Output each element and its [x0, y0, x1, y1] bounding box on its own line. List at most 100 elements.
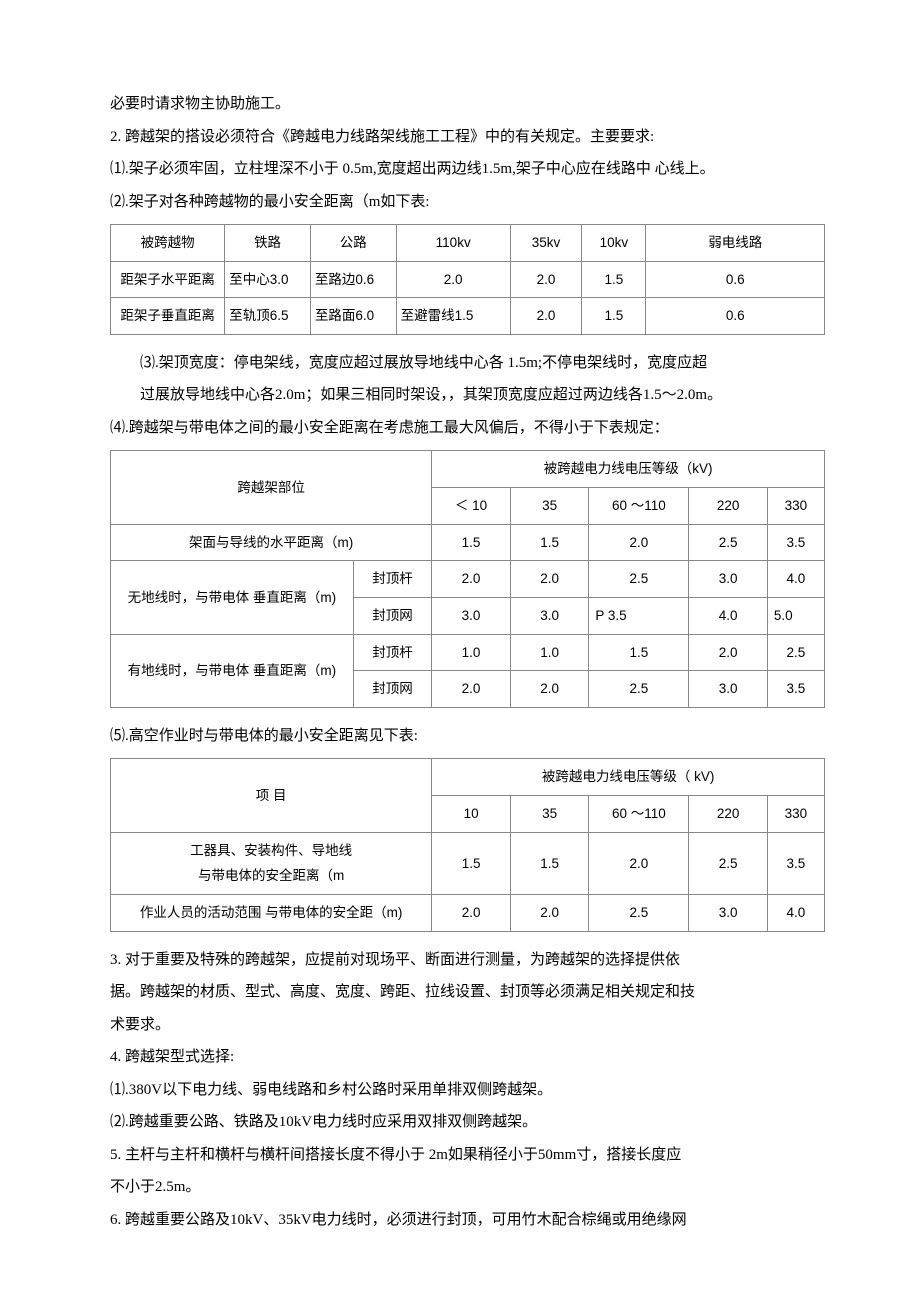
cell: 工器具、安装构件、导地线 与带电体的安全距离（m — [111, 832, 432, 894]
cell: 4.0 — [767, 894, 824, 931]
para-owner-assist: 必要时请求物主协助施工。 — [110, 90, 825, 119]
cell: 2.0 — [432, 561, 511, 598]
cell: 2.5 — [589, 561, 689, 598]
cell: 0.6 — [646, 298, 825, 335]
cell: 2.5 — [767, 634, 824, 671]
th: 220 — [689, 796, 768, 833]
para-2-5: ⑸.高空作业时与带电体的最小安全距离见下表: — [110, 722, 825, 751]
cell: 距架子水平距离 — [111, 261, 225, 298]
para-4-2: ⑵.跨越重要公路、铁路及10kV电力线时应采用双排双侧跨越架。 — [110, 1108, 825, 1137]
table-row: 作业人员的活动范围 与带电体的安全距（m) 2.0 2.0 2.5 3.0 4.… — [111, 894, 825, 931]
cell: 5.0 — [767, 597, 824, 634]
cell: 3.0 — [689, 894, 768, 931]
th: 35 — [510, 796, 589, 833]
cell: 0.6 — [646, 261, 825, 298]
table-live-distance: 跨越架部位 被跨越电力线电压等级（kV) ＜ 10 35 60 ～110 220… — [110, 450, 825, 707]
th: 330 — [767, 796, 824, 833]
cell: 1.5 — [432, 832, 511, 894]
cell: 1.0 — [510, 634, 589, 671]
cell-line1: 工器具、安装构件、导地线 — [190, 843, 352, 858]
cell: 至轨顶6.5 — [225, 298, 311, 335]
cell: 2.0 — [589, 524, 689, 561]
cell: 有地线时，与带电体 垂直距离（m) — [111, 634, 354, 707]
para-4-1: ⑴.380V以下电力线、弱电线路和乡村公路时采用单排双侧跨越架。 — [110, 1076, 825, 1105]
cell: 1.5 — [589, 634, 689, 671]
table-row: 跨越架部位 被跨越电力线电压等级（kV) — [111, 451, 825, 488]
cell: 3.0 — [510, 597, 589, 634]
cell: 无地线时，与带电体 垂直距离（m) — [111, 561, 354, 634]
cell: 3.0 — [689, 671, 768, 708]
cell: 2.0 — [510, 298, 581, 335]
para-6: 6. 跨越重要公路及10kV、35kV电力线时，必须进行封顶，可用竹木配合棕绳或… — [110, 1206, 825, 1235]
cell: 封顶网 — [353, 597, 432, 634]
cell: 2.0 — [510, 261, 581, 298]
cell: 4.0 — [767, 561, 824, 598]
cell: 2.0 — [432, 894, 511, 931]
para-5b: 不小于2.5m。 — [110, 1173, 825, 1202]
cell: 至路面6.0 — [310, 298, 396, 335]
th: 60 ～110 — [589, 488, 689, 525]
table-crossing-distance: 被跨越物 铁路 公路 110kv 35kv 10kv 弱电线路 距架子水平距离 … — [110, 224, 825, 335]
para-3b: 据。跨越架的材质、型式、高度、宽度、跨距、拉线设置、封顶等必须满足相关规定和技 — [110, 978, 825, 1007]
cell: 封顶杆 — [353, 634, 432, 671]
th: 220 — [689, 488, 768, 525]
cell: 3.5 — [767, 524, 824, 561]
para-2-4: ⑷.跨越架与带电体之间的最小安全距离在考虑施工最大风偏后，不得小于下表规定： — [110, 414, 825, 443]
cell: 1.5 — [510, 832, 589, 894]
cell: 3.0 — [689, 561, 768, 598]
cell: 2.5 — [689, 524, 768, 561]
cell: 1.5 — [582, 261, 646, 298]
th: 35 — [510, 488, 589, 525]
cell: 2.5 — [589, 671, 689, 708]
para-2-2: ⑵.架子对各种跨越物的最小安全距离（m如下表: — [110, 188, 825, 217]
cell: 2.0 — [510, 671, 589, 708]
table-row: 项 目 被跨越电力线电压等级（ kV) — [111, 759, 825, 796]
th: 35kv — [510, 225, 581, 262]
cell: 2.5 — [689, 832, 768, 894]
table-row: 架面与导线的水平距离（m) 1.5 1.5 2.0 2.5 3.5 — [111, 524, 825, 561]
cell: 至路边0.6 — [310, 261, 396, 298]
cell: 2.0 — [396, 261, 510, 298]
table-row: 有地线时，与带电体 垂直距离（m) 封顶杆 1.0 1.0 1.5 2.0 2.… — [111, 634, 825, 671]
para-2-intro: 2. 跨越架的搭设必须符合《跨越电力线路架线施工工程》中的有关规定。主要要求: — [110, 123, 825, 152]
th: 公路 — [310, 225, 396, 262]
th-voltage-group: 被跨越电力线电压等级（ kV) — [432, 759, 825, 796]
cell: 1.5 — [510, 524, 589, 561]
cell: 2.0 — [510, 894, 589, 931]
table-aerial-distance: 项 目 被跨越电力线电压等级（ kV) 10 35 60 ～110 220 33… — [110, 758, 825, 931]
cell: 1.5 — [582, 298, 646, 335]
para-5a: 5. 主杆与主杆和横杆与横杆间搭接长度不得小于 2m如果稍径小于50mm寸，搭接… — [110, 1141, 825, 1170]
cell: 2.0 — [689, 634, 768, 671]
para-2-1: ⑴.架子必须牢固，立柱埋深不小于 0.5m,宽度超出两边线1.5m,架子中心应在… — [110, 155, 825, 184]
cell: 作业人员的活动范围 与带电体的安全距（m) — [111, 894, 432, 931]
cell: 封顶网 — [353, 671, 432, 708]
para-2-3b: 过展放导地线中心各2.0m；如果三相同时架设，，其架顶宽度应超过两边线各1.5～… — [140, 381, 825, 410]
table-row: 工器具、安装构件、导地线 与带电体的安全距离（m 1.5 1.5 2.0 2.5… — [111, 832, 825, 894]
cell: 4.0 — [689, 597, 768, 634]
th: 铁路 — [225, 225, 311, 262]
table-row: 距架子垂直距离 至轨顶6.5 至路面6.0 至避雷线1.5 2.0 1.5 0.… — [111, 298, 825, 335]
th: ＜ 10 — [432, 488, 511, 525]
table-row: 无地线时，与带电体 垂直距离（m) 封顶杆 2.0 2.0 2.5 3.0 4.… — [111, 561, 825, 598]
th: 10 — [432, 796, 511, 833]
th: 60 ～110 — [589, 796, 689, 833]
th-voltage-group: 被跨越电力线电压等级（kV) — [432, 451, 825, 488]
cell: 2.0 — [432, 671, 511, 708]
cell: 至中心3.0 — [225, 261, 311, 298]
th: 10kv — [582, 225, 646, 262]
cell: 3.5 — [767, 832, 824, 894]
cell: 至避雷线1.5 — [396, 298, 510, 335]
cell: 2.0 — [589, 832, 689, 894]
cell: 架面与导线的水平距离（m) — [111, 524, 432, 561]
cell-line2: 与带电体的安全距离（m — [198, 868, 344, 883]
cell: 距架子垂直距离 — [111, 298, 225, 335]
para-4: 4. 跨越架型式选择: — [110, 1043, 825, 1072]
cell: 2.5 — [589, 894, 689, 931]
cell: 封顶杆 — [353, 561, 432, 598]
para-2-3a: ⑶.架顶宽度：停电架线，宽度应超过展放导地线中心各 1.5m;不停电架线时，宽度… — [140, 349, 825, 378]
cell: 2.0 — [510, 561, 589, 598]
table-row: 被跨越物 铁路 公路 110kv 35kv 10kv 弱电线路 — [111, 225, 825, 262]
table-row: 距架子水平距离 至中心3.0 至路边0.6 2.0 2.0 1.5 0.6 — [111, 261, 825, 298]
para-3c: 术要求。 — [110, 1011, 825, 1040]
th-position: 跨越架部位 — [111, 451, 432, 524]
